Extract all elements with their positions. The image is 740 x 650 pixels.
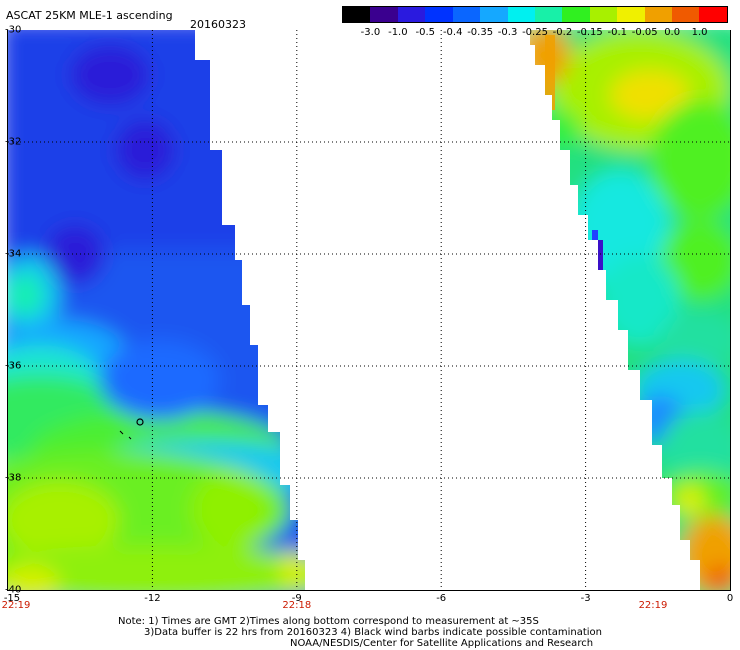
colorbar-tick: -0.1 bbox=[607, 27, 628, 38]
note-line-1: Note: 1) Times are GMT 2)Times along bot… bbox=[118, 616, 539, 627]
time-label: 22:19 bbox=[1, 600, 31, 611]
time-label: 22:18 bbox=[282, 600, 312, 611]
lat-label: -32 bbox=[5, 136, 22, 148]
lat-label: -38 bbox=[5, 472, 22, 484]
colorbar-swatch bbox=[617, 7, 645, 22]
lon-label: -9 bbox=[291, 593, 302, 604]
lat-label: -40 bbox=[5, 584, 22, 596]
colorbar-swatch bbox=[699, 7, 727, 22]
colorbar-tick: -0.05 bbox=[631, 27, 658, 38]
right-swath bbox=[530, 30, 730, 590]
colorbar-tick: -1.0 bbox=[388, 27, 408, 38]
colorbar-tick: -0.4 bbox=[442, 27, 463, 38]
colorbar-tick: -3.0 bbox=[360, 27, 381, 38]
date-label: 20160323 bbox=[190, 18, 246, 31]
colorbar-swatch bbox=[672, 7, 700, 22]
lon-label: -3 bbox=[580, 593, 591, 604]
colorbar-tick: 1.0 bbox=[691, 27, 708, 38]
colorbar-tick: 0.0 bbox=[664, 27, 681, 38]
colorbar-swatch bbox=[562, 7, 590, 22]
lat-label: -36 bbox=[5, 360, 22, 372]
colorbar-tick: -0.15 bbox=[576, 27, 603, 38]
colorbar-swatch bbox=[480, 7, 508, 22]
lon-label: -15 bbox=[3, 593, 21, 604]
colorbar-swatch bbox=[425, 7, 453, 22]
colorbar-tick: -0.35 bbox=[467, 27, 494, 38]
time-label: 22:19 bbox=[638, 600, 668, 611]
colorbar-swatch bbox=[589, 7, 618, 22]
colorbar-tick: -0.3 bbox=[497, 27, 518, 38]
colorbar-swatch bbox=[370, 7, 398, 22]
lon-label: -12 bbox=[144, 593, 161, 604]
colorbar-tick: -0.2 bbox=[552, 27, 573, 38]
note-line-3: NOAA/NESDIS/Center for Satellite Applica… bbox=[290, 638, 594, 649]
frame-ticks bbox=[7, 30, 731, 591]
left-swath bbox=[8, 30, 305, 590]
lat-label: -30 bbox=[5, 24, 22, 36]
lat-lon-grid bbox=[8, 30, 730, 590]
lon-label: 0 bbox=[726, 593, 734, 604]
chart-title: ASCAT 25KM MLE-1 ascending bbox=[6, 9, 173, 22]
colorbar-swatch bbox=[507, 7, 535, 22]
colorbar-swatch bbox=[452, 7, 481, 22]
colorbar bbox=[342, 6, 728, 23]
colorbar-swatch bbox=[644, 7, 673, 22]
colorbar-swatch bbox=[397, 7, 426, 22]
lat-label: -34 bbox=[5, 248, 22, 260]
colorbar-tick: -0.25 bbox=[522, 27, 548, 38]
lon-label: -6 bbox=[436, 593, 447, 604]
colorbar-swatch bbox=[343, 7, 371, 22]
colorbar-swatch bbox=[534, 7, 563, 22]
note-line-2: 3)Data buffer is 22 hrs from 20160323 4)… bbox=[144, 627, 602, 638]
colorbar-tick: -0.5 bbox=[415, 27, 436, 38]
